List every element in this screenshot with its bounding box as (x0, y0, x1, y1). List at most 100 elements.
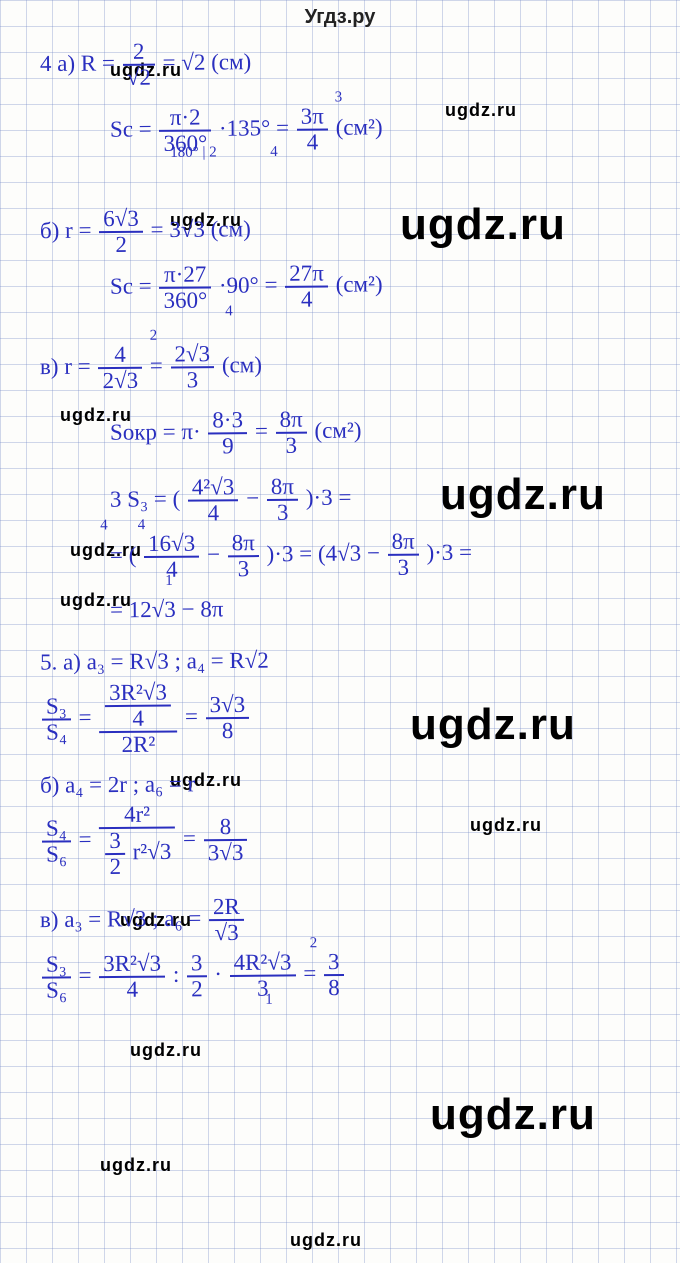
cancel-note: 180° | 2 (170, 146, 217, 162)
numerator: 8·3 (208, 409, 247, 435)
text: = (255, 419, 268, 444)
fraction: 3R²√3 4 (105, 680, 171, 731)
denominator: √3 (209, 921, 244, 945)
text: = 3√3 (см) (151, 216, 251, 242)
text: в) r = (40, 354, 91, 379)
denominator: S₆ (42, 978, 71, 1002)
fraction: 8 3√3 (204, 815, 248, 866)
fraction: 3 2 (105, 829, 125, 879)
cancel-note: 1 (265, 992, 273, 1008)
text: · (214, 961, 222, 986)
denominator: S₄ (42, 720, 71, 744)
text: (см²) (314, 418, 361, 443)
numerator: S₃ (42, 952, 71, 978)
denominator: 2 (99, 232, 143, 257)
denominator: 4 (188, 501, 239, 526)
text: = (78, 704, 91, 729)
numerator: S₃ (42, 694, 71, 720)
numerator: 8π (228, 531, 259, 557)
text: − (207, 542, 220, 567)
denominator: 3 2 r²√3 (99, 829, 175, 880)
text: б) r = (40, 217, 92, 242)
denominator: 9 (208, 435, 247, 459)
text: = (185, 703, 198, 728)
numerator: 8π (275, 408, 306, 434)
denominator: 8 (324, 976, 344, 1000)
text: r²√3 (133, 839, 172, 864)
text: ·90° = (219, 272, 278, 298)
numerator: π·2 (159, 106, 211, 133)
denominator: 8 (206, 719, 250, 744)
denominator: 2R² (99, 732, 177, 757)
cancel-note: 4 (100, 518, 108, 534)
fraction: S₃ S₄ (42, 694, 71, 745)
numerator: π·27 (159, 262, 211, 289)
fraction: 3√3 8 (205, 692, 249, 743)
line-5b-1: б) a₄ = 2r ; a₆ = r (40, 768, 650, 797)
text: = √2 (см) (162, 49, 251, 75)
text: : (173, 962, 180, 987)
text: = (303, 960, 316, 985)
fraction: 4r² 3 2 r²√3 (99, 803, 176, 880)
fraction: 3π 4 (297, 105, 329, 156)
text: = ( (110, 543, 137, 568)
line-5b-2: S₄ S₆ = 4r² 3 2 r²√3 = 8 3√3 (40, 798, 651, 880)
cancel-note: 4 (270, 145, 278, 161)
fraction: π·27 360° (159, 262, 211, 313)
denominator: 3√3 (204, 841, 248, 866)
text: в) a₃ = R√3 ; a₆ = (40, 905, 201, 931)
fraction: 27π 4 (285, 261, 328, 312)
line-4a-1: 4 а) R = 2 √2 = √2 (см) (40, 35, 650, 91)
numerator: 3 (324, 950, 344, 976)
text: (см²) (336, 115, 383, 140)
numerator: 2√3 (170, 342, 214, 369)
text: = (150, 353, 163, 378)
text: (см) (222, 352, 262, 377)
text: (см²) (336, 271, 383, 296)
numerator: 27π (285, 261, 328, 288)
cancel-note: 3 (335, 91, 343, 107)
line-5a-2: S₃ S₄ = 3R²√3 4 2R² = 3√3 8 (40, 676, 651, 758)
denominator: 2 (105, 855, 125, 879)
text: )·3 = (4√3 − (267, 540, 381, 566)
text: 3 S₃ = ( (110, 486, 180, 512)
numerator: 3R²√3 (105, 680, 171, 707)
numerator: 8π (387, 530, 418, 556)
cancel-note: 4 (138, 518, 146, 534)
fraction: 3 8 (324, 950, 344, 1000)
text: = 12√3 − 8π (110, 597, 224, 623)
line-4v-4: = ( 16√3 4 − 8π 3 )·3 = (4√3 − 8π 3 )·3 … (110, 528, 650, 583)
text: Sс = (110, 273, 152, 298)
text: Sокр = π· (110, 419, 201, 445)
numerator: 3 (187, 951, 207, 977)
denominator: 4 (285, 287, 328, 312)
denominator: 360° (160, 288, 212, 313)
line-4a-2: Sс = π·2 360° ·135° = 3π 4 (см²) 3 180° … (110, 102, 650, 157)
numerator: 3R²√3 (99, 951, 165, 978)
fraction: 4 2√3 (98, 343, 142, 394)
denominator: 4 (105, 706, 171, 731)
fraction: S₄ S₆ (42, 817, 71, 868)
fraction: 6√3 2 (99, 206, 143, 257)
cancel-note: 2 (310, 936, 318, 952)
numerator: S₄ (42, 817, 71, 843)
numerator: 8π (267, 474, 298, 500)
text: = (183, 826, 196, 851)
numerator: 3π (297, 105, 328, 131)
fraction: 8π 3 (275, 408, 307, 459)
line-5a-1: 5. а) a₃ = R√3 ; a₄ = R√2 (40, 646, 650, 675)
denominator: 2 (187, 977, 207, 1001)
fraction: 3R²√3 4 2R² (99, 680, 178, 757)
denominator: 3 (276, 434, 307, 458)
fraction: 3R²√3 4 (99, 951, 165, 1002)
numerator: 4 (98, 343, 142, 370)
denominator: 4 (99, 978, 165, 1003)
text: Sс = (110, 117, 152, 142)
denominator: 4 (297, 131, 328, 155)
numerator: 3R²√3 4 (99, 680, 177, 733)
numerator: 4r² (99, 803, 175, 830)
line-5v-1: в) a₃ = R√3 ; a₆ = 2R √3 (40, 891, 650, 947)
denominator: 3 (230, 976, 296, 1001)
fraction: S₃ S₆ (42, 952, 71, 1003)
text: − (246, 485, 259, 510)
